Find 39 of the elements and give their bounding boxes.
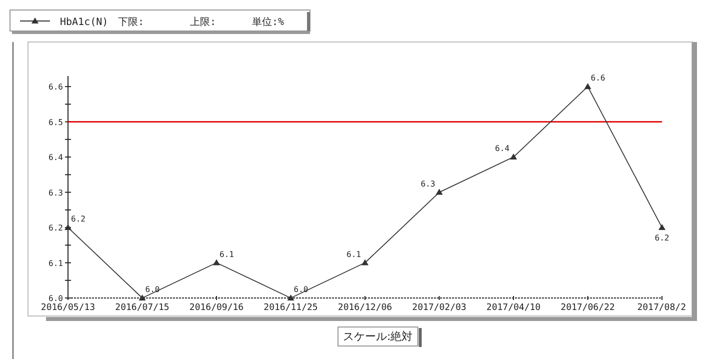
y-tick-label: 6.5 — [48, 118, 64, 127]
x-tick-label: 2017/06/22 — [560, 303, 615, 313]
y-tick-label: 6.3 — [48, 188, 64, 198]
text: 下限: — [118, 17, 144, 28]
data-label: 6.0 — [145, 285, 160, 294]
point — [213, 259, 220, 266]
y-tick-label: 6.1 — [48, 258, 64, 268]
point — [362, 259, 368, 266]
point — [287, 294, 294, 300]
x-tick-label: 2016/05/13 — [40, 303, 96, 313]
data-label: 6.4 — [495, 144, 510, 154]
x-tick-label: 2016/09/16 — [189, 303, 244, 313]
data-label: 6.0 — [294, 285, 308, 294]
x-tick-label: 2017/08/2 — [637, 303, 686, 313]
point — [658, 224, 666, 230]
point — [510, 154, 517, 160]
x-tick-label: 2016/11/25 — [264, 303, 318, 313]
point — [584, 83, 592, 90]
x-tick-label: 2016/07/15 — [115, 303, 170, 313]
data-label: 6.6 — [590, 74, 606, 83]
y-tick-label: 6.6 — [48, 82, 64, 92]
data-label: 6.1 — [346, 250, 362, 259]
point — [138, 294, 146, 300]
text: スケール:絶対 — [343, 330, 413, 343]
data-label: 6.2 — [654, 234, 670, 243]
x-tick-label: 2016/12/06 — [338, 303, 392, 313]
y-tick-label: 6.4 — [48, 153, 64, 162]
data-label: 6.3 — [420, 179, 436, 188]
y-tick-label: 6.2 — [48, 224, 64, 233]
x-tick-label: 2017/04/10 — [486, 303, 541, 313]
text: 単位:% — [252, 16, 284, 28]
data-label: 6.1 — [220, 250, 234, 259]
x-tick-label: 2017/02/03 — [412, 303, 466, 313]
legend-label: HbA1c(N) — [60, 17, 108, 28]
point — [436, 188, 443, 195]
point — [64, 224, 72, 230]
data-label: 6.2 — [71, 214, 86, 224]
y-tick-label: 6.0 — [48, 294, 64, 303]
text: 上限: — [190, 16, 216, 28]
